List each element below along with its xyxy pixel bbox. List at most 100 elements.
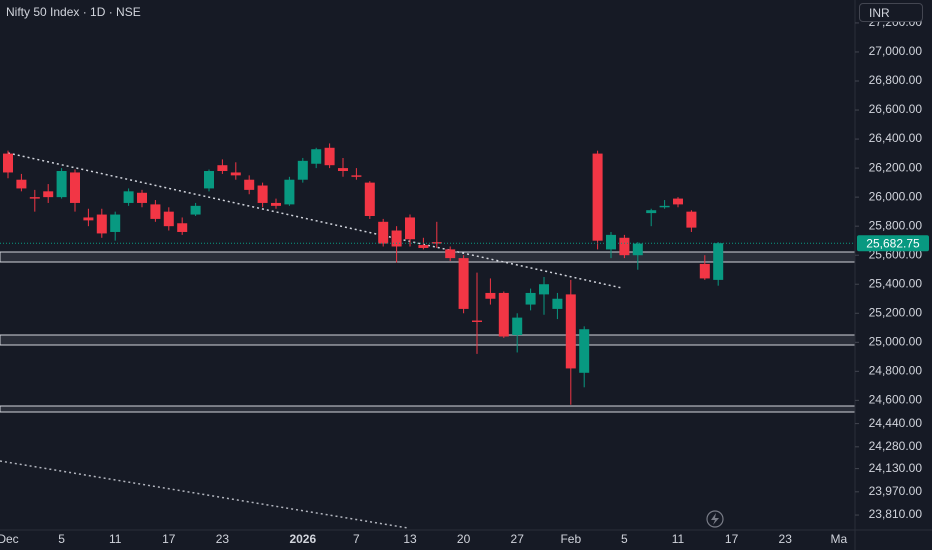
candle-body (458, 258, 469, 309)
candle-body (405, 217, 415, 240)
zone (0, 334, 856, 346)
x-tick-label: Ma (830, 532, 847, 546)
candle-body (351, 175, 362, 177)
candle-body (83, 217, 94, 221)
candle-body (244, 179, 255, 190)
y-tick-label: 24,440.00 (869, 416, 923, 430)
candle-body (498, 292, 509, 337)
candle-body (525, 292, 536, 305)
y-tick-label: 27,000.00 (869, 44, 923, 58)
candle-body (592, 153, 603, 241)
currency-button[interactable]: INR (859, 3, 923, 22)
y-tick-label: 26,800.00 (869, 73, 923, 87)
candle-body (70, 172, 80, 203)
candle-body (579, 329, 590, 373)
y-tick-label: 26,200.00 (869, 160, 923, 174)
x-tick-label: 17 (725, 532, 739, 546)
candle-body (311, 149, 322, 164)
candle-body (686, 211, 697, 228)
candle-body (699, 263, 710, 279)
zone (0, 405, 856, 413)
y-tick-label: 26,000.00 (869, 189, 923, 203)
candle-body (3, 153, 13, 173)
x-tick-label: 11 (672, 532, 685, 546)
candle-body (110, 214, 121, 232)
x-tick-label: 5 (58, 532, 65, 546)
candle-body (16, 179, 27, 189)
x-tick-label: 27 (511, 532, 525, 546)
candle-body (163, 211, 174, 227)
last-price-box (857, 235, 929, 252)
candle-body (324, 147, 335, 166)
candle-body (391, 230, 402, 247)
candle-body (378, 221, 389, 244)
y-tick-label: 24,280.00 (869, 439, 923, 453)
candle-body (29, 197, 40, 199)
candle-body (539, 284, 549, 295)
y-tick-label: 25,000.00 (869, 334, 923, 348)
y-tick-label: 23,970.00 (869, 484, 923, 498)
candle-body (472, 320, 482, 322)
candle-body (632, 243, 643, 256)
candle-body (217, 165, 228, 172)
candle-body (512, 317, 523, 336)
candle-body (284, 179, 295, 205)
y-tick-label: 25,400.00 (869, 276, 923, 290)
candle-body (257, 185, 268, 203)
candle-body (418, 245, 429, 248)
y-tick-label: 24,600.00 (869, 393, 923, 407)
x-tick-label: Dec (0, 532, 19, 546)
candle-body (338, 168, 348, 172)
y-tick-label: 26,600.00 (869, 102, 923, 116)
y-tick-label: 23,810.00 (869, 507, 923, 521)
lightning-icon (706, 510, 724, 528)
candle-body (364, 182, 375, 217)
candle-body (96, 214, 107, 234)
candle-body (56, 171, 67, 198)
zone (0, 251, 856, 263)
candle-body (485, 292, 496, 299)
y-tick-label: 24,800.00 (869, 364, 923, 378)
candle-body (271, 202, 281, 206)
candle-body (552, 298, 563, 309)
candle-body (606, 234, 616, 250)
candle-body (659, 205, 670, 208)
candle-body (190, 205, 201, 215)
x-tick-label: 2026 (289, 532, 316, 546)
candle-body (646, 210, 657, 214)
candle-body (445, 249, 456, 259)
candle-body (565, 294, 576, 369)
candle-body (150, 204, 161, 219)
candle-body (137, 192, 147, 203)
y-tick-label: 24,130.00 (869, 461, 923, 475)
x-tick-label: 17 (162, 532, 176, 546)
candle-body (673, 198, 683, 205)
candle-body (297, 160, 308, 180)
y-tick-label: 25,200.00 (869, 305, 923, 319)
y-tick-label: 26,400.00 (869, 131, 923, 145)
x-tick-label: 7 (353, 532, 360, 546)
candle-body (713, 243, 724, 280)
candles (0, 143, 855, 405)
candle-body (431, 242, 442, 244)
candle-body (123, 191, 134, 203)
x-tick-label: Feb (560, 532, 581, 546)
x-tick-label: 5 (621, 532, 628, 546)
x-tick-label: 23 (779, 532, 793, 546)
chart-title: Nifty 50 Index · 1D · NSE (6, 5, 141, 19)
x-tick-label: 13 (403, 532, 417, 546)
candle-body (43, 191, 54, 198)
candle-body (204, 171, 214, 189)
trend-line (0, 460, 409, 529)
y-tick-label: 25,800.00 (869, 218, 923, 232)
x-tick-label: 20 (457, 532, 471, 546)
x-tick-label: 23 (216, 532, 230, 546)
candle-body (230, 172, 241, 176)
candle-body (619, 237, 630, 256)
x-tick-label: 11 (109, 532, 122, 546)
candle-body (177, 223, 188, 232)
last-price-label: 25,682.75 (866, 236, 920, 250)
drawings (0, 152, 856, 529)
